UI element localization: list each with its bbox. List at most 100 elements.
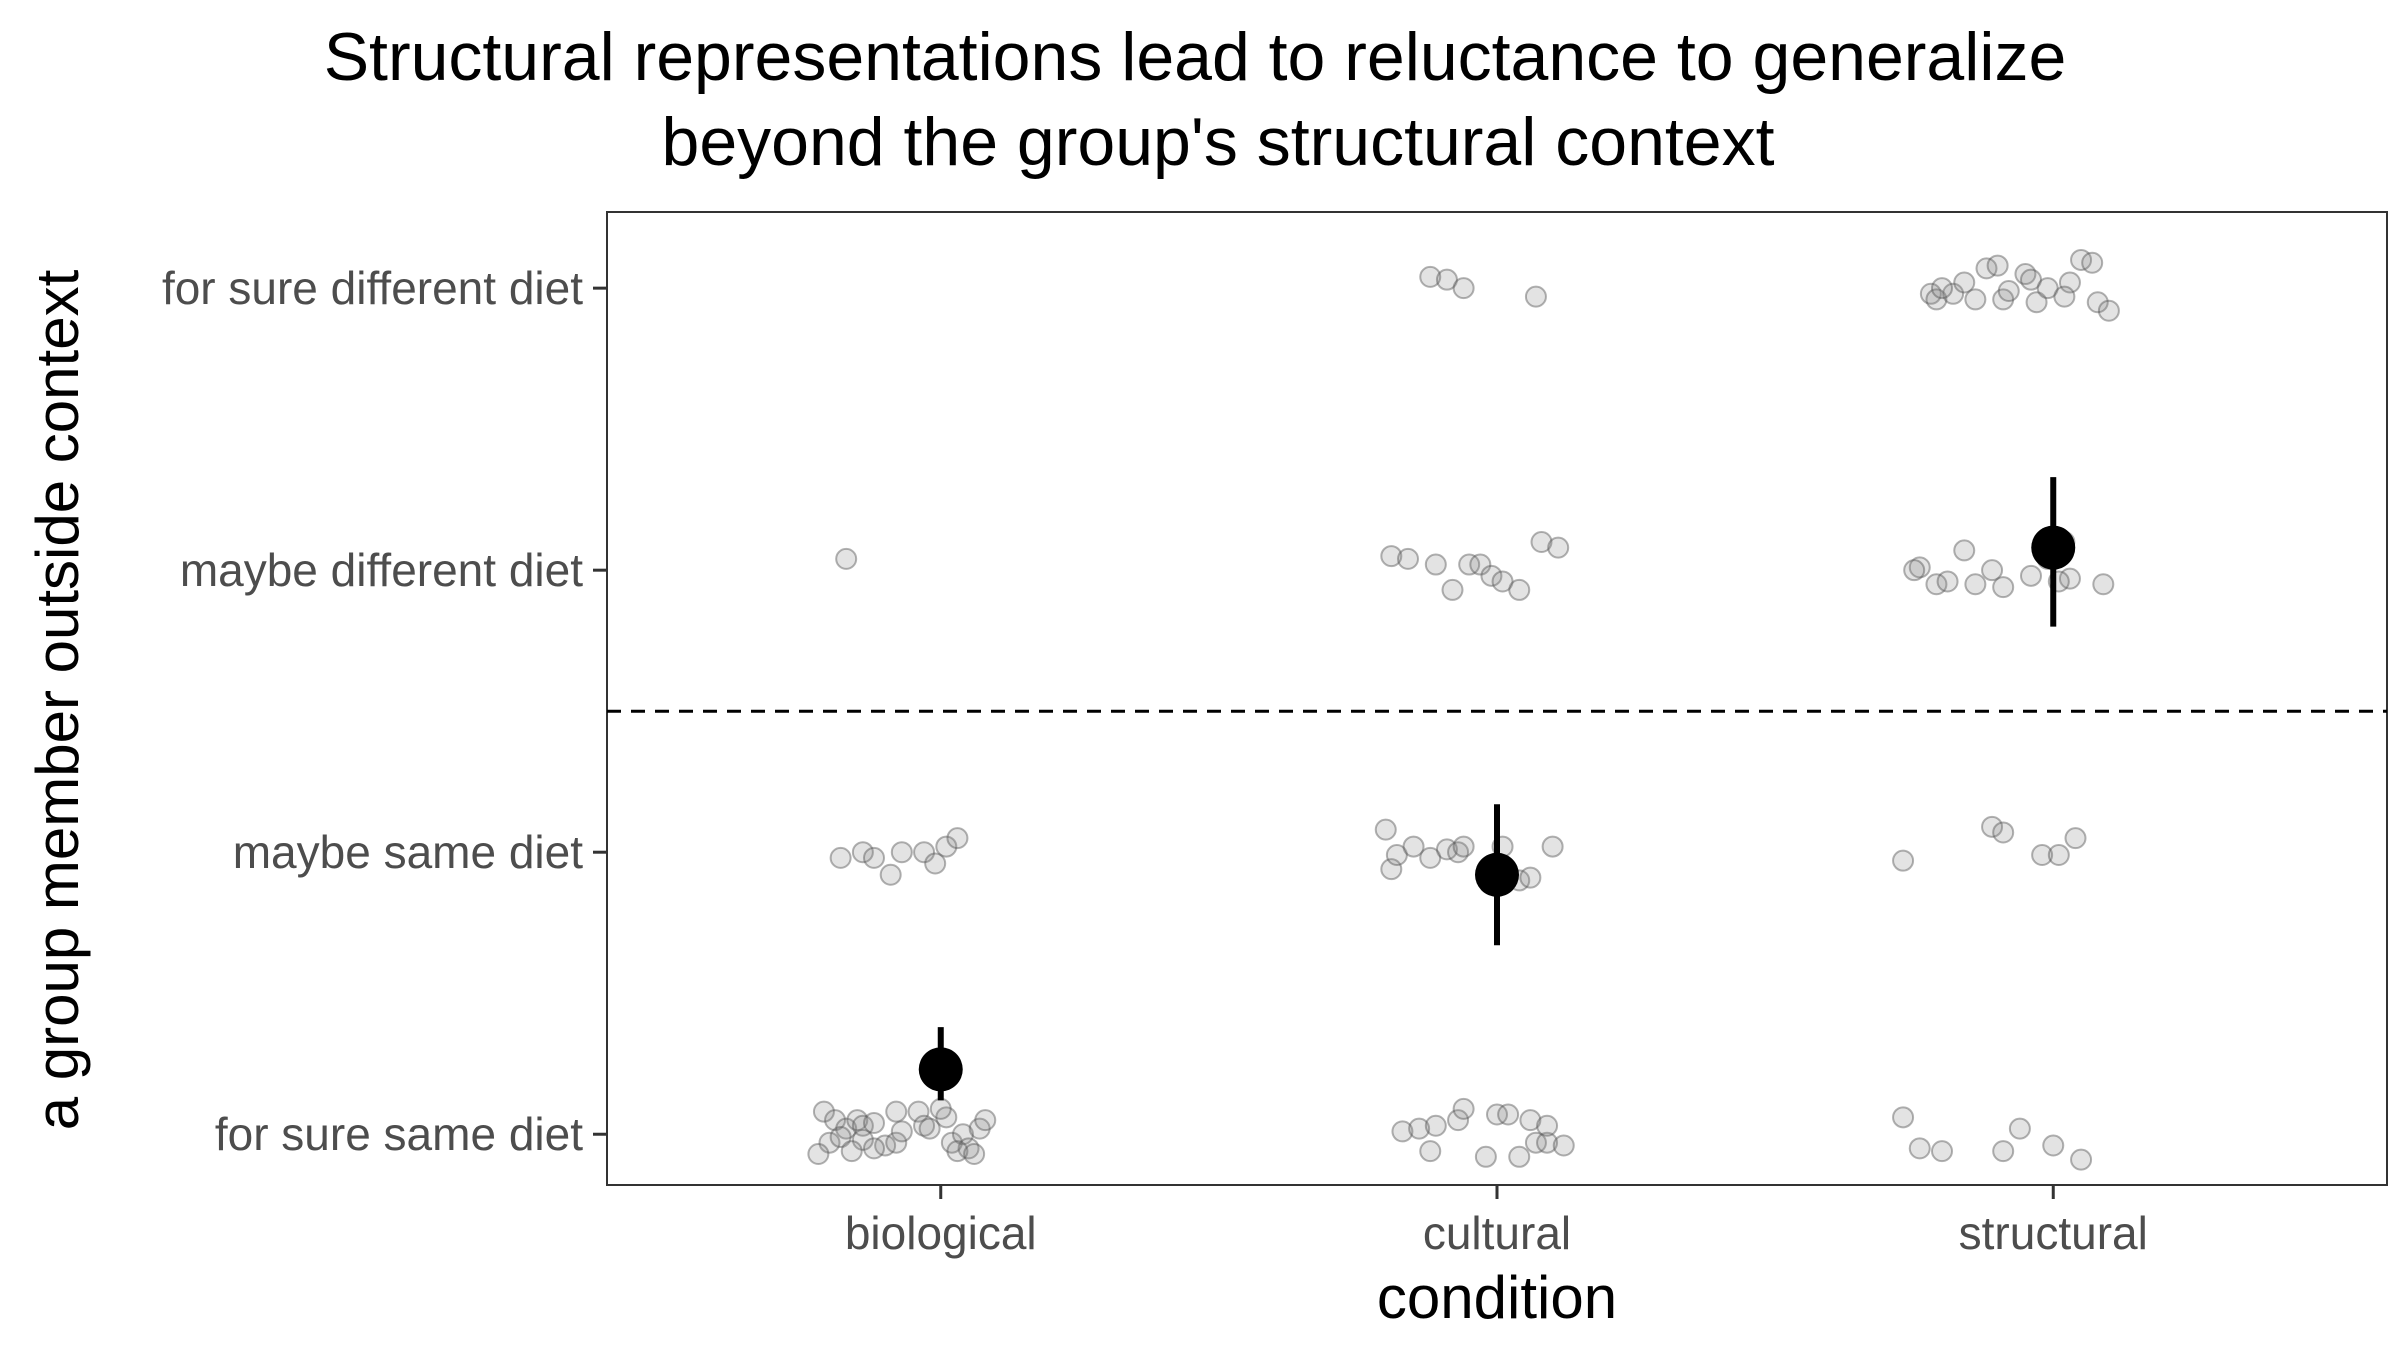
data-point-structural: [1931, 1140, 1953, 1163]
data-point-structural: [1919, 282, 1942, 305]
data-point-structural: [2086, 291, 2109, 314]
data-point-structural: [2070, 248, 2093, 271]
y-tick-label: for sure same diet: [215, 1108, 583, 1160]
data-point-structural: [2070, 1148, 2093, 1171]
data-point-biological: [863, 1137, 885, 1160]
data-point-biological: [812, 1100, 835, 1123]
data-point-biological: [913, 1114, 936, 1137]
data-point-cultural: [1474, 1145, 1497, 1168]
data-point-cultural: [1447, 841, 1470, 864]
data-point-cultural: [1385, 844, 1408, 867]
data-point-structural: [1986, 254, 2009, 277]
data-point-biological: [946, 827, 969, 850]
chart-title-line-2: beyond the group's structural context: [662, 104, 1775, 180]
y-tick-label: maybe same diet: [233, 826, 583, 878]
data-point-structural: [2047, 844, 2070, 867]
data-point-cultural: [1424, 1114, 1447, 1137]
data-point-structural: [1925, 573, 1948, 596]
data-point-structural: [1903, 559, 1926, 582]
data-point-cultural: [1419, 265, 1442, 288]
data-point-biological: [824, 1109, 847, 1132]
data-point-cultural: [1435, 838, 1458, 861]
chart-title-line-1: Structural representations lead to reluc…: [324, 19, 2067, 95]
data-point-structural: [2058, 567, 2081, 590]
data-point-structural: [1992, 1140, 2015, 1163]
data-point-cultural: [1480, 564, 1503, 587]
y-tick-label: for sure different diet: [162, 262, 583, 314]
data-point-biological: [924, 852, 947, 875]
summary-markers: [918, 477, 2076, 1101]
data-point-biological: [851, 841, 874, 864]
data-point-structural: [2025, 291, 2048, 314]
data-point-structural: [2008, 1117, 2031, 1140]
data-point-cultural: [1380, 545, 1403, 568]
data-point-cultural: [1424, 553, 1447, 576]
data-point-structural: [1975, 257, 1998, 280]
data-point-biological: [835, 1117, 858, 1140]
data-point-structural: [1992, 288, 2015, 311]
data-point-structural: [1953, 539, 1976, 562]
data-point-biological: [846, 1109, 869, 1132]
data-point-cultural: [1402, 835, 1425, 858]
data-point-cultural: [1408, 1117, 1431, 1140]
data-point-structural: [2014, 263, 2037, 286]
jitter-points: [807, 248, 2120, 1171]
data-point-cultural: [1452, 1097, 1475, 1120]
data-point-structural: [1992, 821, 2015, 844]
data-point-cultural: [1508, 578, 1531, 601]
data-point-biological: [974, 1109, 997, 1132]
data-point-biological: [935, 1106, 958, 1129]
data-point-structural: [2036, 277, 2059, 300]
data-point-biological: [835, 547, 858, 570]
data-point-biological: [829, 846, 852, 869]
data-point-biological: [879, 863, 902, 886]
data-point-cultural: [1458, 553, 1481, 576]
x-axis: biological cultural structural: [845, 1185, 2148, 1259]
data-point-structural: [1981, 559, 2004, 582]
x-tick-label: biological: [845, 1207, 1037, 1259]
data-point-structural: [2092, 573, 2115, 596]
data-point-biological: [840, 1140, 863, 1163]
data-point-structural: [1953, 271, 1976, 294]
data-point-biological: [946, 1140, 969, 1163]
x-tick-label: structural: [1959, 1207, 2148, 1259]
data-point-biological: [890, 841, 913, 864]
data-point-cultural: [1524, 1131, 1547, 1154]
data-point-biological: [863, 1111, 885, 1134]
data-point-structural: [1981, 815, 2004, 838]
data-point-biological: [885, 1131, 908, 1154]
data-point-biological: [890, 1120, 913, 1143]
data-point-cultural: [1552, 1134, 1575, 1157]
data-point-structural: [1925, 288, 1948, 311]
data-point-biological: [929, 1097, 952, 1120]
x-axis-title: condition: [1377, 1264, 1617, 1331]
data-point-cultural: [1391, 1120, 1414, 1143]
data-point-biological: [851, 1114, 874, 1137]
data-point-biological: [863, 846, 885, 869]
data-point-structural: [1892, 1106, 1915, 1129]
data-point-cultural: [1452, 835, 1475, 858]
data-point-structural: [2031, 844, 2054, 867]
y-axis: for sure same diet maybe same diet maybe d…: [162, 262, 607, 1160]
data-point-cultural: [1536, 1131, 1559, 1154]
data-point-biological: [913, 841, 936, 864]
data-point-cultural: [1441, 578, 1464, 601]
data-point-cultural: [1536, 1114, 1559, 1137]
y-tick-label: maybe different diet: [180, 544, 583, 596]
data-point-biological: [874, 1134, 897, 1157]
data-point-cultural: [1419, 1140, 1442, 1163]
data-point-cultural: [1419, 846, 1442, 869]
data-point-biological: [940, 1131, 963, 1154]
data-point-structural: [2081, 251, 2104, 274]
data-point-structural: [2058, 271, 2081, 294]
data-point-cultural: [1397, 547, 1419, 570]
x-tick-label: cultural: [1423, 1207, 1571, 1259]
data-point-structural: [2042, 1134, 2065, 1157]
data-point-cultural: [1380, 858, 1403, 881]
data-point-cultural: [1374, 818, 1397, 841]
data-point-structural: [1964, 288, 1987, 311]
data-point-structural: [2020, 564, 2042, 587]
data-point-cultural: [1508, 1145, 1531, 1168]
data-point-structural: [2053, 285, 2076, 308]
